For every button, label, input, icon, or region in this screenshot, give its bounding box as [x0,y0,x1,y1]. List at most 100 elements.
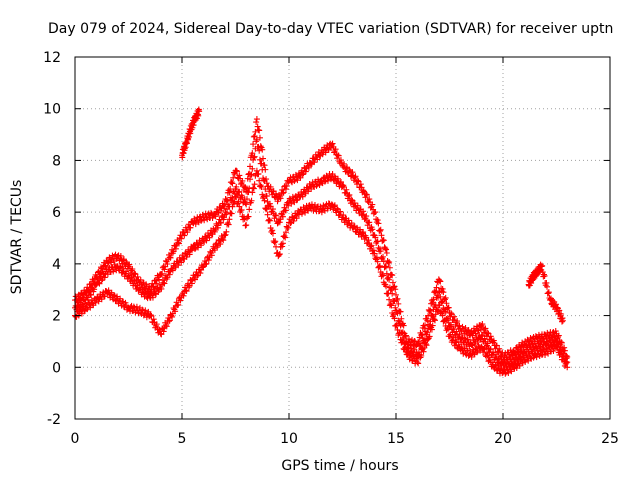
data-point [363,213,370,220]
data-point [370,247,377,254]
series-track-4 [179,106,203,161]
data-point [331,202,338,209]
data-point [183,288,190,295]
x-tick-label: 10 [280,431,298,447]
data-point [402,340,409,347]
data-point [392,304,399,311]
data-point [159,270,166,277]
data-point [329,140,336,147]
data-point [334,175,341,182]
data-point [256,177,263,184]
data-point [487,333,494,340]
data-point [217,219,224,226]
data-point [277,195,284,202]
data-point [87,304,94,311]
data-point [470,350,477,357]
data-point [188,280,195,287]
data-point [142,290,149,297]
data-point [161,266,168,273]
data-point [437,278,444,285]
data-point [445,304,452,311]
data-point [206,234,213,241]
data-point [542,351,549,358]
data-point [474,349,481,356]
data-point [156,276,163,283]
data-point [305,188,312,195]
data-point [304,206,311,213]
data-point [418,352,425,359]
data-point [191,246,198,253]
data-point [260,193,267,200]
data-point [258,160,265,167]
data-point [228,179,235,186]
data-point [247,176,254,183]
data-point [142,307,149,314]
data-point [253,116,260,123]
data-point [198,217,205,224]
data-point [211,228,218,235]
data-point [437,293,444,300]
data-point [393,291,399,298]
data-point [558,339,565,346]
data-point [253,119,260,126]
data-point [243,196,250,203]
x-axis-title: GPS time / hours [281,458,398,474]
data-point [360,229,367,236]
data-point [552,328,559,335]
data-point [388,285,395,292]
data-series [72,106,571,377]
data-point [175,240,182,247]
data-point [203,237,210,244]
series-track-2 [72,136,571,370]
data-point [149,284,156,291]
data-point [78,310,85,317]
data-point [423,342,430,349]
data-point [233,167,240,174]
data-point [186,251,193,258]
data-point [131,270,138,277]
data-point [209,215,216,222]
data-point [258,183,265,190]
data-point [458,343,465,350]
data-point [256,183,263,190]
data-point [105,287,112,294]
data-point [492,361,499,368]
data-point [271,239,278,246]
data-point [250,141,257,148]
data-point [96,280,103,287]
data-point [386,276,393,283]
series-track-5 [525,261,566,325]
data-point [337,178,344,185]
data-point [544,283,551,290]
data-point [398,315,405,322]
data-point [205,257,212,264]
data-point [380,253,387,260]
data-point [369,226,376,233]
data-point [147,311,154,318]
data-point [388,302,395,309]
data-point [337,208,344,215]
data-point [148,312,155,319]
data-point [212,213,219,220]
data-point [468,353,475,360]
data-point [430,296,437,303]
data-point [259,146,266,153]
data-point [348,196,355,203]
data-point [251,153,258,160]
data-point [493,342,500,349]
data-point [343,165,350,172]
data-point [198,242,205,249]
data-point [259,166,266,173]
data-point [354,202,361,209]
data-point [181,145,188,152]
data-point [134,273,141,280]
data-point [385,259,392,266]
data-point [250,154,257,161]
data-point [137,276,144,283]
x-tick-label: 5 [178,431,187,447]
data-point [305,164,312,171]
data-point [249,165,256,172]
data-point [414,359,421,366]
y-axis-title: SDTVAR / TECUs [9,180,25,295]
data-point [125,273,132,280]
